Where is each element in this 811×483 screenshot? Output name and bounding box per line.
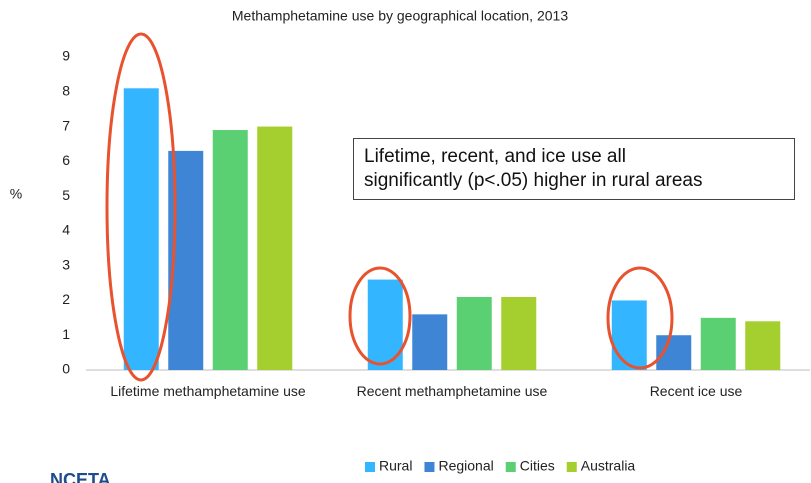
legend-label: Rural bbox=[379, 458, 412, 474]
annotation-line: Lifetime, recent, and ice use all bbox=[364, 146, 626, 167]
x-tick-label: Recent ice use bbox=[649, 383, 743, 399]
legend-label: Cities bbox=[520, 458, 555, 474]
annotation-line: significantly (p<.05) higher in rural ar… bbox=[364, 170, 703, 191]
y-tick-label: 1 bbox=[62, 326, 70, 342]
bar bbox=[212, 130, 248, 370]
y-tick-label: 6 bbox=[62, 152, 70, 168]
bar bbox=[611, 300, 647, 370]
highlight-ellipse bbox=[606, 266, 674, 370]
x-tick-label: Recent methamphetamine use bbox=[356, 383, 548, 399]
y-tick-label: 9 bbox=[62, 48, 70, 64]
bar bbox=[700, 317, 736, 370]
highlight-ellipse bbox=[348, 266, 412, 366]
legend-swatch bbox=[505, 462, 516, 472]
y-tick-label: 3 bbox=[62, 256, 70, 272]
x-tick-label: Lifetime methamphetamine use bbox=[110, 383, 306, 399]
chart-title: Methamphetamine use by geographical loca… bbox=[232, 8, 568, 24]
bar bbox=[257, 126, 293, 370]
y-tick-label: 5 bbox=[62, 187, 70, 203]
y-tick-label: 7 bbox=[62, 117, 70, 133]
annotation-box: Lifetime, recent, and ice use all signif… bbox=[353, 138, 795, 200]
bar bbox=[456, 296, 492, 370]
y-tick-label: 0 bbox=[62, 361, 70, 377]
y-tick-label: 8 bbox=[62, 82, 70, 98]
bar bbox=[745, 321, 781, 370]
bar bbox=[412, 314, 448, 370]
legend-label: Australia bbox=[581, 458, 636, 474]
highlight-ellipse bbox=[105, 32, 177, 382]
logo: NCETA bbox=[50, 470, 111, 483]
legend-swatch bbox=[566, 462, 577, 472]
y-axis-label: % bbox=[10, 186, 22, 202]
legend-label: Regional bbox=[438, 458, 493, 474]
bar bbox=[123, 88, 159, 371]
legend-swatch bbox=[424, 462, 435, 472]
legend-swatch bbox=[365, 462, 375, 472]
bar bbox=[501, 296, 537, 370]
y-tick-label: 2 bbox=[62, 291, 70, 307]
y-tick-label: 4 bbox=[62, 222, 70, 238]
